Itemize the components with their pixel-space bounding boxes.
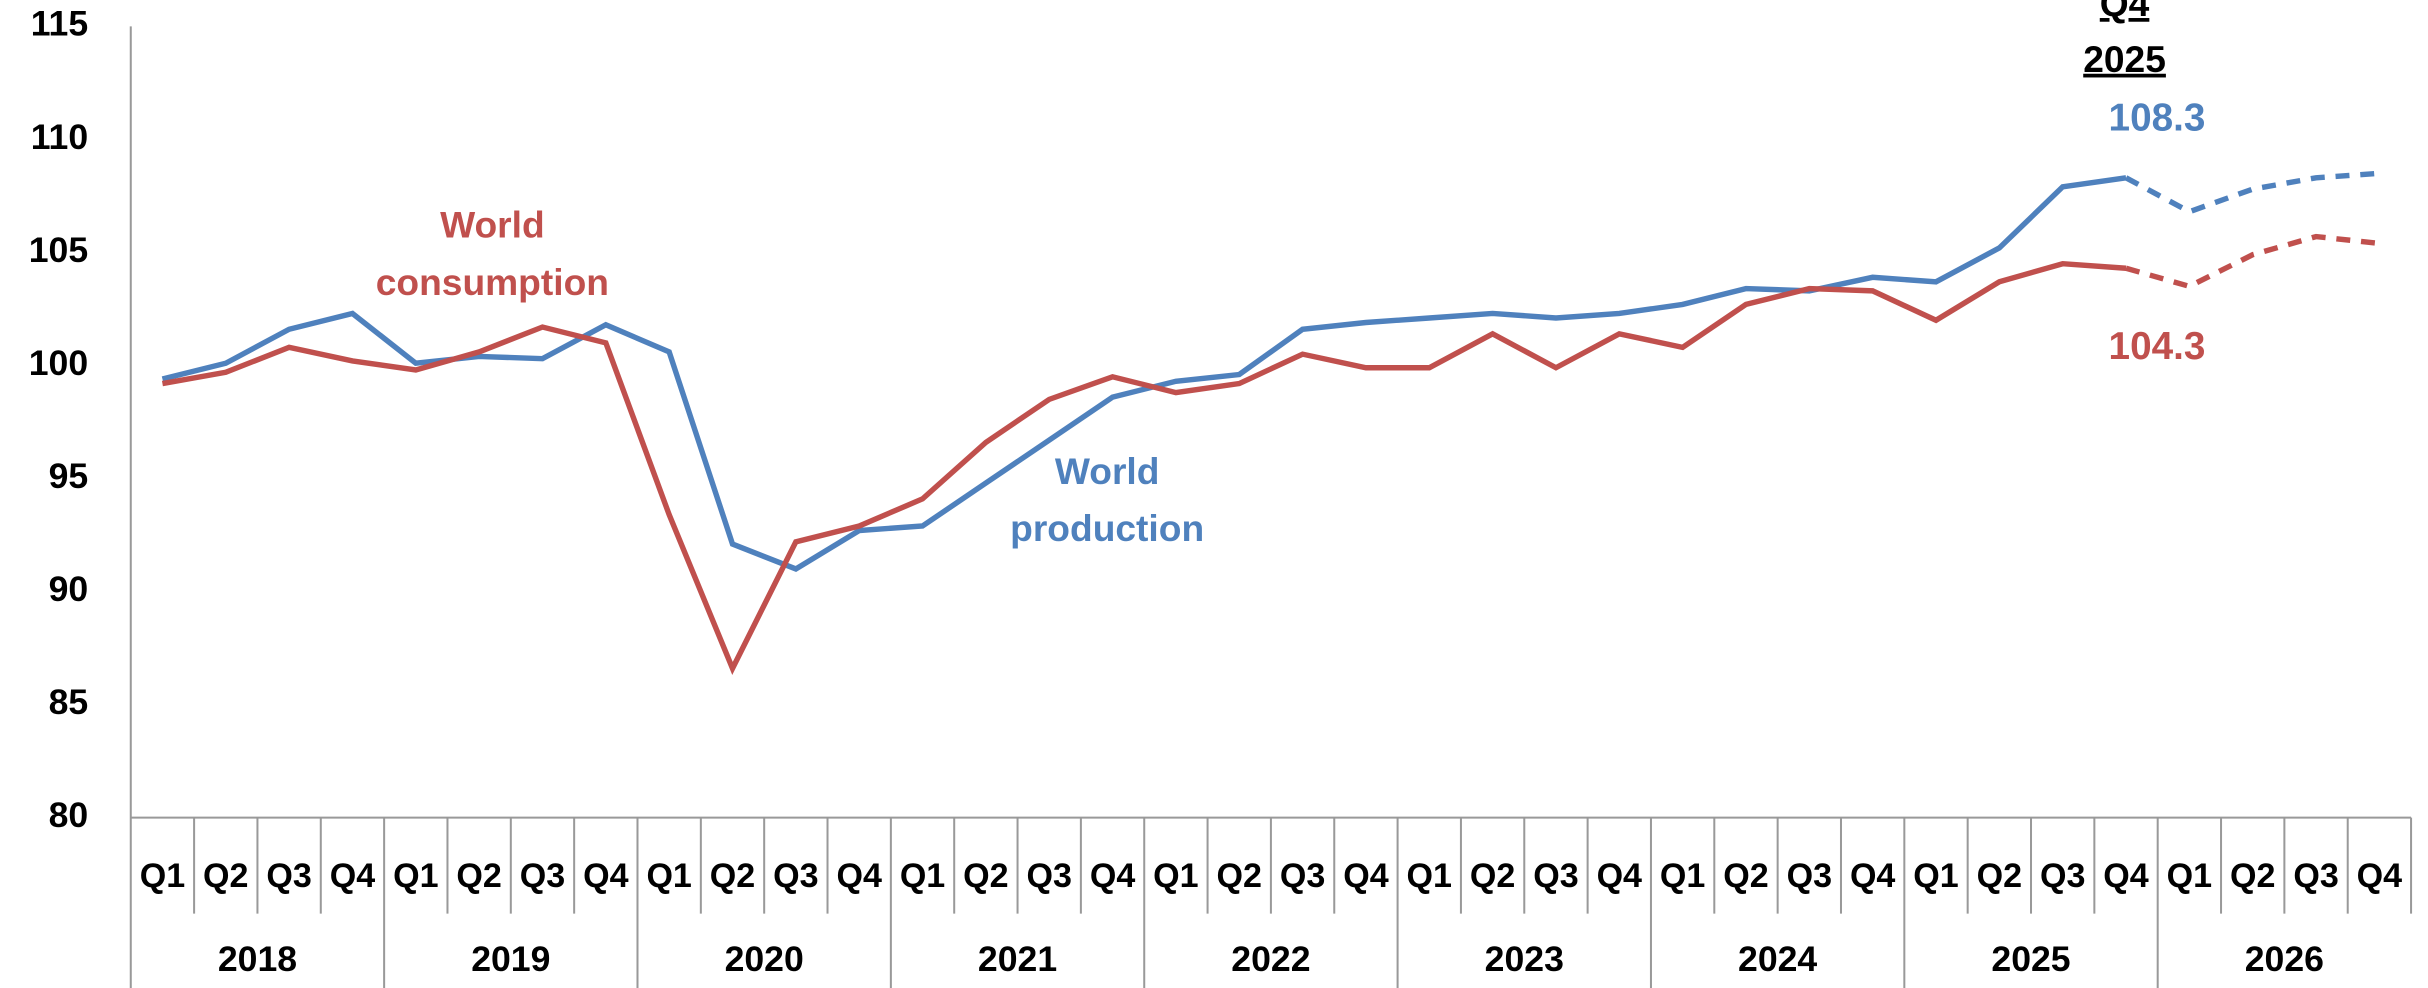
year-label: 2026 — [2245, 939, 2324, 979]
y-tick-label: 95 — [49, 456, 89, 496]
x-tick-label: Q4 — [1850, 857, 1895, 895]
x-tick-label: Q2 — [2230, 857, 2275, 895]
x-tick-label: Q1 — [900, 857, 945, 895]
x-tick-label: Q1 — [393, 857, 438, 895]
y-tick-label: 80 — [49, 795, 89, 835]
x-tick-label: Q3 — [266, 857, 311, 895]
x-tick-label: Q2 — [1723, 857, 1768, 895]
line-forecast — [2125, 233, 2380, 290]
series-label: World production — [1010, 450, 1204, 549]
x-tick-label: Q3 — [1027, 857, 1072, 895]
x-tick-label: Q1 — [140, 857, 185, 895]
x-tick-label: Q4 — [836, 857, 881, 895]
x-tick-label: Q4 — [1597, 857, 1642, 895]
x-tick-label: Q3 — [1280, 857, 1325, 895]
x-tick-label: Q3 — [2040, 857, 2085, 895]
value-label: 108.3 — [2109, 97, 2206, 140]
x-tick-label: Q3 — [1787, 857, 1832, 895]
x-tick-label: Q3 — [1533, 857, 1578, 895]
x-tick-label: Q2 — [710, 857, 755, 895]
year-label: 2018 — [218, 939, 297, 979]
year-label: 2021 — [978, 939, 1057, 979]
year-label: 2024 — [1738, 939, 1817, 979]
y-tick-label: 105 — [29, 230, 88, 270]
x-tick-label: Q2 — [1217, 857, 1262, 895]
x-tick-label: Q4 — [1090, 857, 1135, 895]
year-label: 2025 — [1991, 939, 2070, 979]
x-tick-label: Q1 — [1660, 857, 1705, 895]
x-tick-label: Q4 — [583, 857, 628, 895]
y-tick-label: 90 — [49, 569, 89, 609]
x-tick-label: Q3 — [773, 857, 818, 895]
x-tick-label: Q1 — [1407, 857, 1452, 895]
x-tick-label: Q4 — [1343, 857, 1388, 895]
y-tick-label: 115 — [31, 4, 88, 44]
series-label: World consumption — [376, 203, 609, 302]
x-tick-label: Q4 — [330, 857, 375, 895]
line-forecast — [2124, 170, 2380, 215]
x-tick-label: Q1 — [646, 857, 691, 895]
x-tick-label: Q2 — [1470, 857, 1515, 895]
x-tick-label: Q1 — [1153, 857, 1198, 895]
year-label: 2022 — [1231, 939, 1310, 979]
x-tick-label: Q2 — [456, 857, 501, 895]
x-tick-label: Q3 — [2293, 857, 2338, 895]
year-label: 2023 — [1485, 939, 1564, 979]
x-tick-label: Q2 — [963, 857, 1008, 895]
y-tick-label: 110 — [31, 117, 88, 157]
year-label: 2019 — [471, 939, 550, 979]
y-tick-label: 100 — [29, 343, 88, 383]
x-tick-label: Q3 — [520, 857, 565, 895]
y-tick-label: 85 — [49, 682, 89, 722]
x-tick-label: Q4 — [2103, 857, 2148, 895]
annotation: 2025 — [2083, 38, 2166, 80]
x-tick-label: Q2 — [1977, 857, 2022, 895]
line-series — [161, 260, 2127, 675]
value-label: 104.3 — [2109, 325, 2206, 368]
annotation: Q4 — [2100, 0, 2150, 24]
x-tick-label: Q1 — [2167, 857, 2212, 895]
year-label: 2020 — [725, 939, 804, 979]
x-tick-label: Q2 — [203, 857, 248, 895]
x-tick-label: Q1 — [1913, 857, 1958, 895]
x-tick-label: Q4 — [2357, 857, 2402, 895]
